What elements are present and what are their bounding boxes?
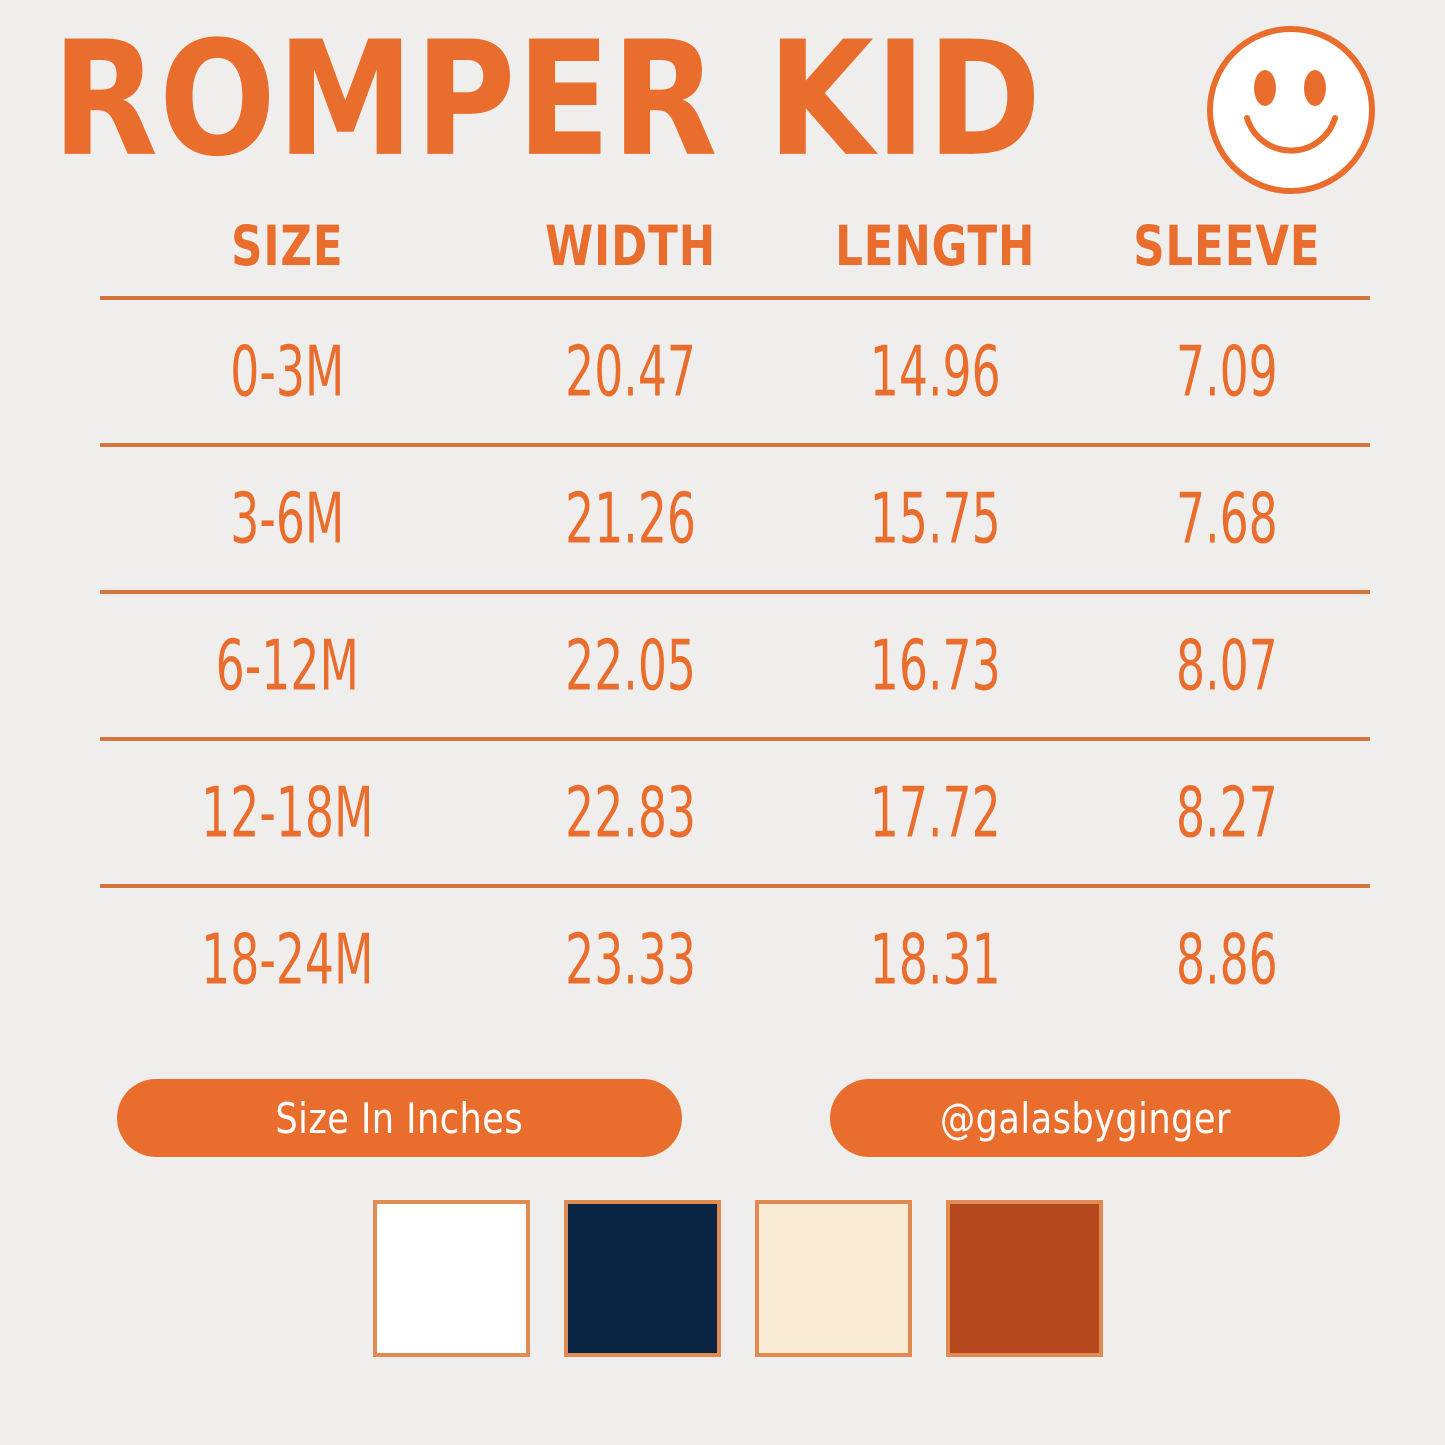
cell-size: 0-3M bbox=[230, 330, 345, 413]
cell-length: 16.73 bbox=[869, 624, 1001, 707]
column-header-sleeve: SLEEVE bbox=[1133, 214, 1321, 278]
column-header-width: WIDTH bbox=[544, 214, 716, 278]
table-divider bbox=[100, 884, 1370, 888]
cell-length: 15.75 bbox=[869, 477, 1001, 560]
cell-width: 22.05 bbox=[564, 624, 696, 707]
table-row: 12-18M 22.83 17.72 8.27 bbox=[100, 741, 1370, 884]
unit-pill-label: Size In Inches bbox=[275, 1093, 524, 1143]
table-divider bbox=[100, 737, 1370, 741]
header: ROMPER KID bbox=[0, 0, 1445, 200]
cell-width: 21.26 bbox=[564, 477, 696, 560]
table-row: 0-3M 20.47 14.96 7.09 bbox=[100, 300, 1370, 443]
color-swatch-navy[interactable] bbox=[564, 1200, 721, 1357]
color-swatch-white[interactable] bbox=[373, 1200, 530, 1357]
cell-size: 6-12M bbox=[215, 624, 359, 707]
cell-sleeve: 8.07 bbox=[1176, 624, 1278, 707]
column-header-size: SIZE bbox=[231, 214, 344, 278]
handle-pill[interactable]: @galasbyginger bbox=[830, 1079, 1340, 1157]
color-swatch-rust[interactable] bbox=[946, 1200, 1103, 1357]
cell-size: 18-24M bbox=[201, 918, 374, 1001]
color-swatch-cream[interactable] bbox=[755, 1200, 912, 1357]
table-row: 18-24M 23.33 18.31 8.86 bbox=[100, 888, 1370, 1031]
cell-sleeve: 8.86 bbox=[1176, 918, 1278, 1001]
cell-length: 14.96 bbox=[869, 330, 1001, 413]
cell-length: 17.72 bbox=[869, 771, 1001, 854]
size-table: SIZE WIDTH LENGTH SLEEVE 0-3M 20.47 14.9… bbox=[100, 196, 1370, 1031]
color-swatch-row bbox=[373, 1200, 1103, 1357]
column-header-length: LENGTH bbox=[834, 214, 1036, 278]
table-divider bbox=[100, 590, 1370, 594]
cell-sleeve: 7.68 bbox=[1176, 477, 1278, 560]
handle-pill-label: @galasbyginger bbox=[939, 1093, 1231, 1143]
smiley-face-icon bbox=[1205, 22, 1381, 198]
cell-width: 20.47 bbox=[564, 330, 696, 413]
pill-row: Size In Inches @galasbyginger bbox=[0, 1079, 1445, 1159]
cell-length: 18.31 bbox=[869, 918, 1001, 1001]
cell-width: 23.33 bbox=[564, 918, 696, 1001]
table-divider bbox=[100, 296, 1370, 300]
table-divider bbox=[100, 443, 1370, 447]
cell-sleeve: 8.27 bbox=[1176, 771, 1278, 854]
cell-width: 22.83 bbox=[564, 771, 696, 854]
table-row: 6-12M 22.05 16.73 8.07 bbox=[100, 594, 1370, 737]
cell-size: 3-6M bbox=[230, 477, 345, 560]
table-row: 3-6M 21.26 15.75 7.68 bbox=[100, 447, 1370, 590]
page-title: ROMPER KID bbox=[52, 7, 1043, 192]
unit-pill: Size In Inches bbox=[117, 1079, 682, 1157]
cell-size: 12-18M bbox=[201, 771, 374, 854]
cell-sleeve: 7.09 bbox=[1176, 330, 1278, 413]
table-header-row: SIZE WIDTH LENGTH SLEEVE bbox=[100, 196, 1370, 296]
